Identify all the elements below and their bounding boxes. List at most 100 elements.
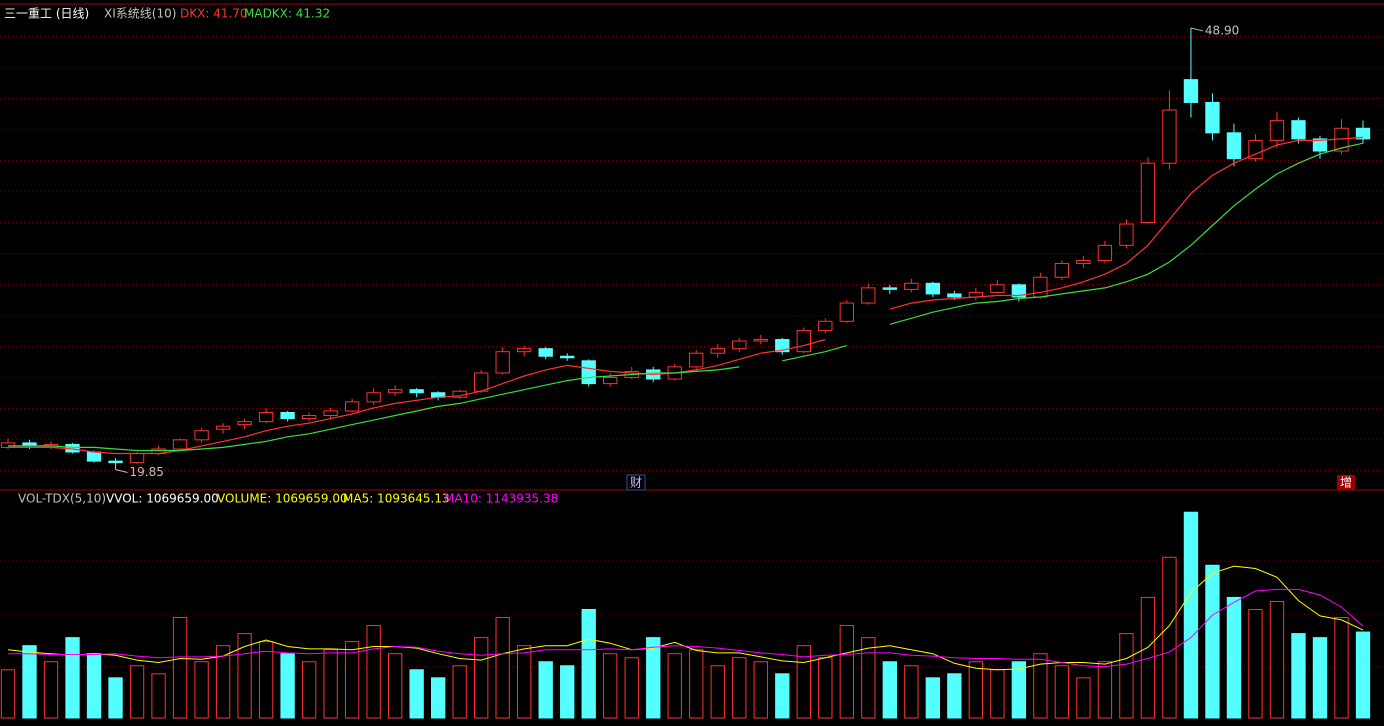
volume-bar (1097, 661, 1113, 719)
volume-bar (1011, 661, 1027, 719)
volume-bar (925, 677, 941, 719)
candle-body (1226, 132, 1242, 160)
candle-body (861, 287, 876, 304)
candle-body (1054, 263, 1070, 278)
candle-body (1140, 162, 1156, 223)
candle-body (1097, 244, 1113, 261)
chart-title: 三一重工 (日线) (4, 7, 89, 21)
volume-bar (280, 653, 295, 719)
annotation-arrow (115, 468, 128, 473)
candle-body (904, 282, 919, 290)
volume-bar (1248, 608, 1263, 719)
candle-body (409, 389, 424, 394)
candle-body (1291, 120, 1306, 140)
volume-bar (1291, 633, 1306, 719)
volume-bar (517, 645, 532, 719)
volume-bar (86, 653, 102, 719)
candle-body (1033, 276, 1048, 298)
volume-bar (968, 661, 984, 719)
volume-bar (1226, 596, 1242, 719)
madkx-label: MADKX: 41.32 (244, 7, 330, 21)
candle-body (689, 352, 704, 368)
volume-bar (839, 625, 854, 719)
candle-body (1355, 127, 1371, 140)
indicator-name: XI系统线(10) (104, 7, 176, 21)
candle-body (1269, 120, 1285, 141)
volume-bar (1269, 600, 1285, 719)
volume-bar (667, 653, 682, 719)
volume-bar (495, 617, 510, 719)
volume-bar (581, 608, 596, 719)
volume-bar (1355, 631, 1371, 719)
candle-body (172, 439, 188, 450)
volume-bar (1076, 677, 1091, 719)
candle-body (990, 284, 1005, 293)
volume-bar (65, 637, 80, 719)
volume-bar (301, 661, 317, 719)
marker: 财 (630, 476, 642, 490)
volume-bar (1183, 511, 1199, 719)
candle-body (1119, 223, 1134, 246)
candle-body (818, 320, 833, 331)
volume-bar (215, 645, 231, 719)
volume-bar (1140, 596, 1156, 719)
candle-body (732, 340, 747, 350)
candle-body (495, 351, 510, 374)
candle-body (796, 329, 811, 353)
volume-bar (732, 657, 747, 719)
candle-body (603, 377, 618, 385)
candle-body (1076, 259, 1091, 265)
volume-bar (882, 661, 897, 719)
volume-bar (22, 645, 37, 719)
candle-body (323, 410, 338, 417)
candle-body (925, 282, 941, 295)
min-label: 19.85 (130, 465, 164, 479)
volume-bar (818, 657, 833, 719)
volume-bar (624, 657, 639, 719)
volume-bar (1054, 665, 1070, 719)
candle-body (344, 401, 360, 412)
candle-body (882, 287, 897, 290)
volume-bar (151, 673, 166, 719)
volume-bar (129, 665, 145, 719)
volume-title: VOL-TDX(5,10) (18, 492, 106, 506)
volume-bar (409, 669, 424, 719)
volume-bar (710, 665, 725, 719)
volume-bar (796, 645, 811, 719)
candle-body (301, 415, 317, 420)
volume-bar (753, 661, 768, 719)
volume-bar (1334, 617, 1349, 719)
candle-body (839, 302, 854, 322)
marker-box (626, 474, 646, 491)
candle-body (560, 355, 575, 359)
volume-bar (387, 653, 403, 719)
candle-body (1011, 284, 1027, 298)
candle-body (280, 411, 295, 420)
volume-bar (194, 661, 209, 719)
candle-body (1248, 139, 1263, 160)
marker: 增 (1340, 476, 1352, 490)
candle-body (1183, 79, 1199, 103)
volume-bar (1312, 637, 1328, 719)
volume-bar (452, 665, 467, 719)
ma10-label: MA10: 1143935.38 (444, 492, 558, 506)
volume-bar (0, 669, 16, 719)
volume-bar (646, 637, 661, 719)
dkx-label: DKX: 41.70 (180, 7, 248, 21)
volume-bar (1119, 633, 1134, 719)
volume-bar (43, 661, 59, 719)
volume-bar (538, 661, 553, 719)
grid-pattern (0, 4, 1384, 490)
candle-body (108, 460, 123, 464)
line (8, 142, 1364, 452)
volume-bar (775, 673, 790, 719)
candle-body (947, 293, 962, 298)
ma5-label: MA5: 1093645.13 (343, 492, 450, 506)
volume-bar (430, 677, 446, 719)
volume-bar (990, 669, 1005, 719)
line (8, 136, 1364, 455)
candle-body (710, 348, 725, 354)
candle-body (1312, 138, 1328, 152)
